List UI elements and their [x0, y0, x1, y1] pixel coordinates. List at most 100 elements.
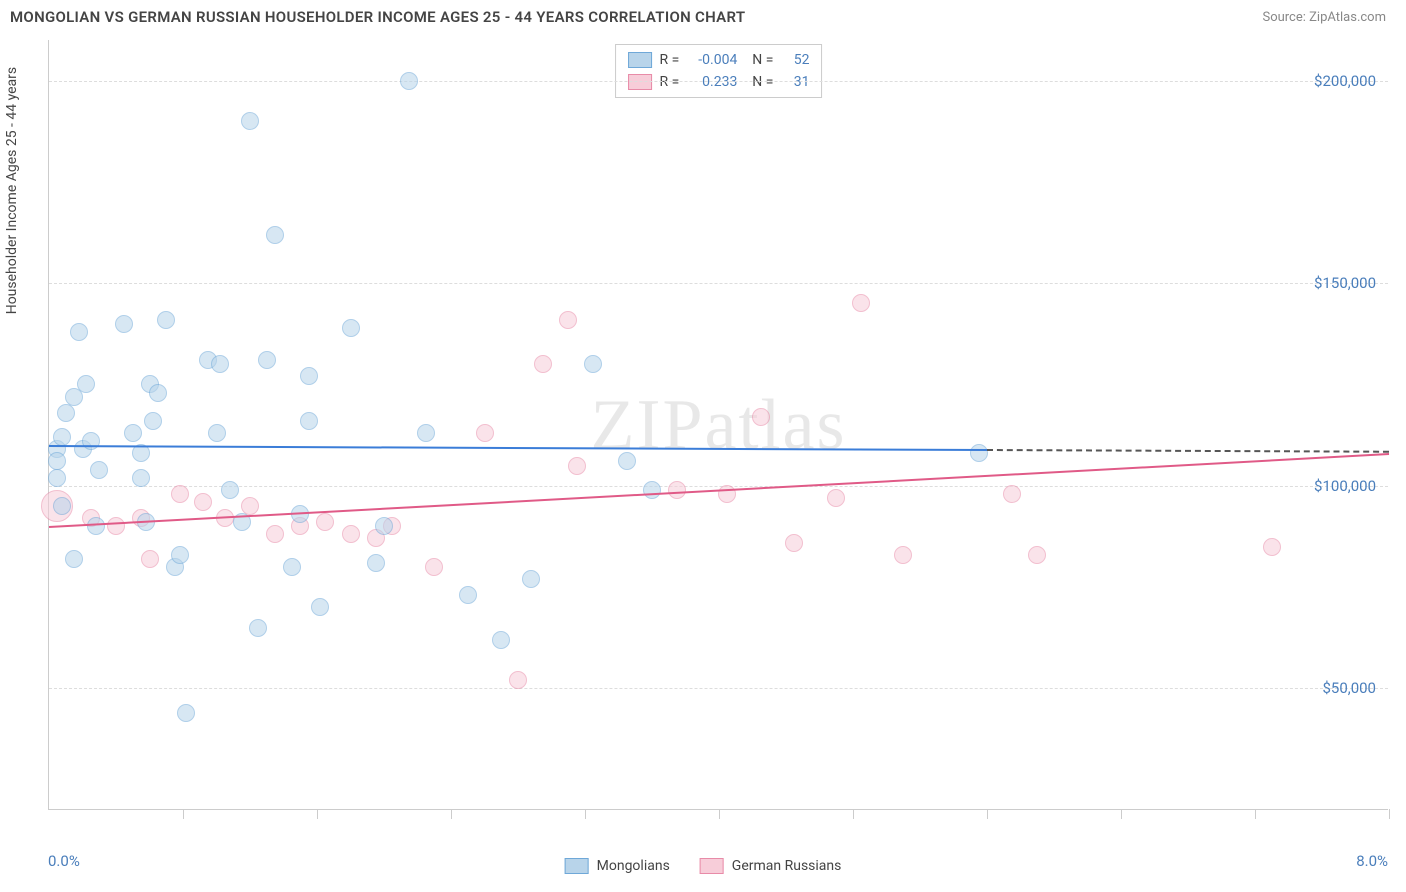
n-value: 52	[781, 49, 809, 71]
data-point	[417, 424, 435, 442]
data-point	[316, 513, 334, 531]
y-tick-label: $50,000	[1322, 679, 1376, 697]
data-point	[48, 469, 66, 487]
data-point	[157, 311, 175, 329]
x-tick	[987, 809, 988, 819]
legend-row-german-russians: R = 0.233 N = 31	[628, 71, 810, 93]
x-tick	[585, 809, 586, 819]
x-tick	[1389, 809, 1390, 819]
data-point	[171, 485, 189, 503]
data-point	[342, 525, 360, 543]
gridline	[49, 486, 1388, 487]
data-point	[342, 319, 360, 337]
swatch-icon	[628, 74, 652, 90]
n-label: N =	[745, 49, 773, 71]
data-point	[1003, 485, 1021, 503]
r-label: R =	[660, 71, 680, 93]
data-point	[65, 550, 83, 568]
data-point	[311, 598, 329, 616]
x-min-label: 0.0%	[48, 852, 80, 870]
data-point	[171, 546, 189, 564]
data-point	[221, 481, 239, 499]
series-legend: Mongolians German Russians	[565, 858, 842, 874]
swatch-icon	[700, 858, 724, 874]
gridline	[49, 81, 1388, 82]
legend-label: German Russians	[732, 858, 842, 874]
data-point	[211, 355, 229, 373]
data-point	[668, 481, 686, 499]
data-point	[643, 481, 661, 499]
legend-label: Mongolians	[597, 858, 670, 874]
data-point	[300, 412, 318, 430]
data-point	[241, 112, 259, 130]
r-value: 0.233	[687, 71, 737, 93]
data-point	[266, 226, 284, 244]
swatch-icon	[628, 52, 652, 68]
data-point	[77, 375, 95, 393]
data-point	[785, 534, 803, 552]
data-point	[141, 550, 159, 568]
data-point	[300, 367, 318, 385]
data-point	[124, 424, 142, 442]
data-point	[177, 704, 195, 722]
x-tick	[853, 809, 854, 819]
data-point	[568, 457, 586, 475]
data-point	[1028, 546, 1046, 564]
swatch-icon	[565, 858, 589, 874]
data-point	[425, 558, 443, 576]
trend-line	[49, 453, 1389, 528]
legend-item: Mongolians	[565, 858, 670, 874]
data-point	[367, 554, 385, 572]
data-point	[53, 428, 71, 446]
data-point	[970, 444, 988, 462]
data-point	[522, 570, 540, 588]
x-max-label: 8.0%	[1356, 852, 1388, 870]
y-tick-label: $150,000	[1314, 274, 1376, 292]
data-point	[82, 432, 100, 450]
data-point	[144, 412, 162, 430]
data-point	[107, 517, 125, 535]
data-point	[90, 461, 108, 479]
data-point	[194, 493, 212, 511]
data-point	[53, 497, 71, 515]
data-point	[266, 525, 284, 543]
x-tick	[451, 809, 452, 819]
data-point	[718, 485, 736, 503]
data-point	[132, 469, 150, 487]
data-point	[241, 497, 259, 515]
y-tick-label: $100,000	[1314, 477, 1376, 495]
data-point	[57, 404, 75, 422]
correlation-legend: R = -0.004 N = 52 R = 0.233 N = 31	[615, 44, 823, 98]
y-axis-label: Householder Income Ages 25 - 44 years	[4, 67, 20, 314]
data-point	[208, 424, 226, 442]
data-point	[827, 489, 845, 507]
data-point	[70, 323, 88, 341]
data-point	[509, 671, 527, 689]
data-point	[375, 517, 393, 535]
r-value: -0.004	[687, 49, 737, 71]
trend-line	[49, 445, 987, 451]
data-point	[1263, 538, 1281, 556]
y-tick-label: $200,000	[1314, 72, 1376, 90]
scatter-chart: ZIPatlas R = -0.004 N = 52 R = 0.233 N =…	[48, 40, 1388, 810]
data-point	[559, 311, 577, 329]
data-point	[283, 558, 301, 576]
data-point	[249, 619, 267, 637]
x-tick	[317, 809, 318, 819]
data-point	[752, 408, 770, 426]
data-point	[476, 424, 494, 442]
chart-title: MONGOLIAN VS GERMAN RUSSIAN HOUSEHOLDER …	[10, 8, 745, 26]
n-label: N =	[745, 71, 773, 93]
data-point	[400, 72, 418, 90]
source-label: Source: ZipAtlas.com	[1262, 10, 1386, 25]
x-tick	[719, 809, 720, 819]
gridline	[49, 688, 1388, 689]
x-tick	[183, 809, 184, 819]
r-label: R =	[660, 49, 680, 71]
trend-line	[987, 449, 1389, 453]
n-value: 31	[781, 71, 809, 93]
legend-item: German Russians	[700, 858, 842, 874]
x-tick	[1255, 809, 1256, 819]
data-point	[534, 355, 552, 373]
data-point	[852, 294, 870, 312]
